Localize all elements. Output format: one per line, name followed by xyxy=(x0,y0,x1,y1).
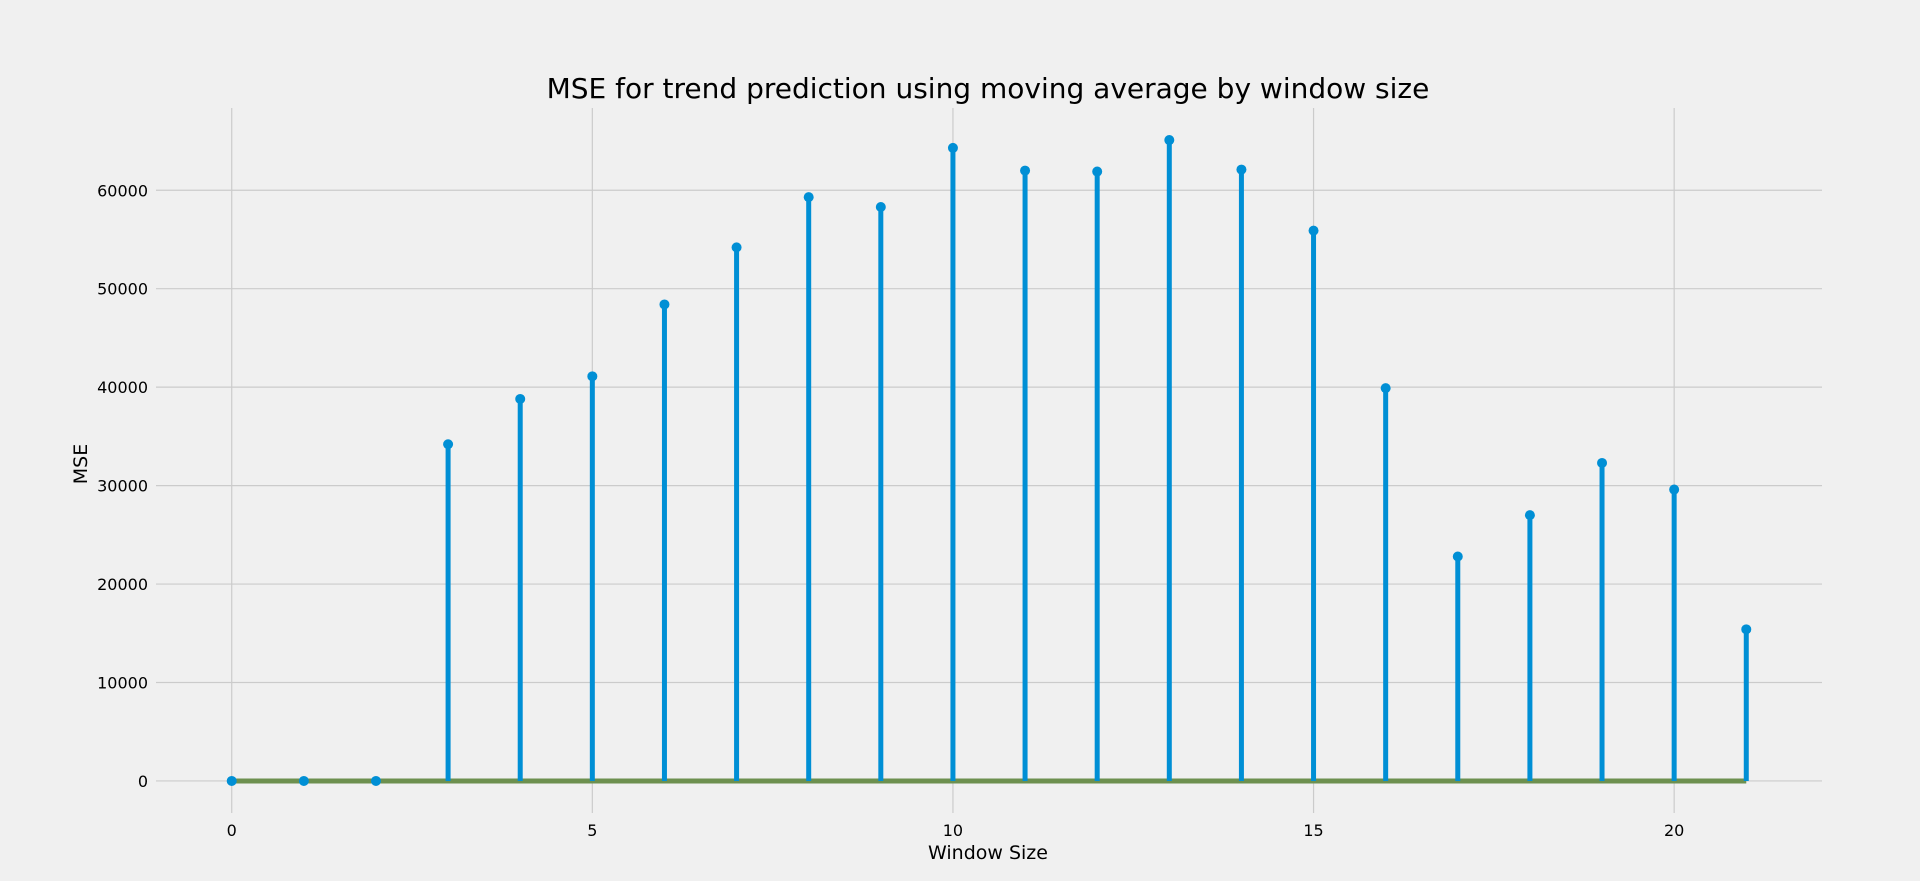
y-tick-label: 20000 xyxy=(97,575,148,594)
x-tick-label: 0 xyxy=(227,821,237,840)
x-tick-label: 15 xyxy=(1303,821,1323,840)
stem-marker xyxy=(587,371,598,382)
y-tick-label: 50000 xyxy=(97,280,148,299)
stem-marker xyxy=(659,299,670,310)
stem-marker xyxy=(1597,457,1608,468)
stem-marker xyxy=(1452,551,1463,562)
chart-title: MSE for trend prediction using moving av… xyxy=(547,72,1430,105)
x-tick-label: 10 xyxy=(943,821,963,840)
y-axis-label: MSE xyxy=(70,444,92,484)
stems xyxy=(445,140,1749,781)
stem-marker xyxy=(443,439,454,450)
stem-marker xyxy=(1164,135,1175,146)
y-tick-label: 40000 xyxy=(97,378,148,397)
stem-marker xyxy=(1669,484,1680,495)
x-tick-label: 20 xyxy=(1664,821,1684,840)
x-tick-labels: 0 5 10 15 20 xyxy=(227,821,1685,840)
y-tick-label: 60000 xyxy=(97,181,148,200)
stem-marker xyxy=(1380,383,1391,394)
y-tick-label: 10000 xyxy=(97,674,148,693)
stem-marker xyxy=(298,775,309,786)
markers xyxy=(226,135,1752,786)
stem-marker xyxy=(875,201,886,212)
y-tick-label: 30000 xyxy=(97,477,148,496)
stem-marker xyxy=(1308,225,1319,236)
stem-marker xyxy=(731,242,742,253)
x-tick-label: 5 xyxy=(587,821,597,840)
y-tick-labels: 0 10000 20000 30000 40000 50000 60000 xyxy=(97,181,148,791)
stem-marker xyxy=(226,775,237,786)
stem-marker xyxy=(1020,165,1031,176)
x-axis-label: Window Size xyxy=(928,842,1048,864)
y-tick-label: 0 xyxy=(138,772,148,791)
stem-marker xyxy=(1092,166,1103,177)
stem-marker xyxy=(515,393,526,404)
stem-marker xyxy=(370,775,381,786)
grid xyxy=(156,108,1822,813)
stem-marker xyxy=(947,142,958,153)
stem-marker xyxy=(1524,510,1535,521)
stem-marker xyxy=(803,192,814,203)
stem-marker xyxy=(1741,624,1752,635)
stem-marker xyxy=(1236,164,1247,175)
